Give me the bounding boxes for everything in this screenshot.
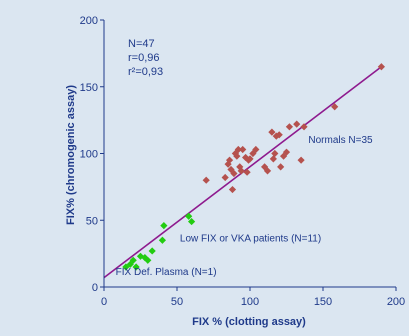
y-tick-label: 50 xyxy=(86,215,98,227)
x-tick-label: 50 xyxy=(171,296,183,308)
chart-ticks: 0 50 100 150 200 0 50 100 150 200 xyxy=(80,15,406,308)
normals-point xyxy=(271,149,279,158)
x-axis-label: FIX % (clotting assay) xyxy=(192,316,306,328)
y-tick-label: 200 xyxy=(80,15,98,27)
normals-point xyxy=(202,176,210,184)
normals-point xyxy=(272,132,280,140)
annotation-label: FIX Def. Plasma (N=1) xyxy=(116,267,217,278)
normals-point xyxy=(300,123,308,131)
y-tick-label: 150 xyxy=(80,82,98,94)
normals-point xyxy=(252,145,260,154)
normals-point xyxy=(243,168,251,176)
low-fix-point xyxy=(185,212,193,220)
normals-point xyxy=(249,149,257,158)
normals-point xyxy=(230,169,238,178)
low-fix-point xyxy=(160,221,168,230)
low-fix-point xyxy=(148,247,156,255)
annotation-label: Low FIX or VKA patients (N=11) xyxy=(180,234,321,245)
low-fix-point xyxy=(144,256,152,264)
low-fix-point xyxy=(188,217,196,226)
normals-point xyxy=(233,152,241,160)
normals-point xyxy=(261,163,269,171)
x-tick-label: 0 xyxy=(101,296,107,308)
stat-r2: r²=0,93 xyxy=(128,66,163,78)
x-tick-label: 100 xyxy=(241,296,259,308)
normals-point xyxy=(246,155,254,163)
stats-block: N=47 r=0,96 r²=0,93 xyxy=(128,38,163,78)
normals-point xyxy=(377,63,385,71)
y-axis-label: FIX% (chromogenic assay) xyxy=(65,85,77,225)
x-tick-label: 200 xyxy=(387,296,405,308)
y-tick-label: 0 xyxy=(92,282,98,294)
normals-point xyxy=(228,185,237,194)
low-fix-point xyxy=(158,236,166,244)
normals-point xyxy=(221,173,229,182)
def-plasma-point xyxy=(122,263,130,271)
stat-n: N=47 xyxy=(128,38,155,50)
annotation-label: Normals N=35 xyxy=(308,135,373,146)
low-fix-point xyxy=(129,256,137,264)
y-tick-label: 100 xyxy=(80,149,98,161)
chart-marks xyxy=(103,63,385,279)
normals-point xyxy=(331,103,339,111)
normals-point xyxy=(279,152,288,160)
normals-point xyxy=(237,167,245,175)
normals-point xyxy=(293,120,301,128)
stat-r: r=0,96 xyxy=(128,52,160,64)
normals-point xyxy=(239,145,247,154)
normals-point xyxy=(275,131,283,139)
normals-point xyxy=(268,128,276,136)
normals-point xyxy=(263,167,272,175)
normals-point xyxy=(234,145,242,154)
normals-point xyxy=(285,123,294,131)
annotations: Normals N=35 Low FIX or VKA patients (N=1… xyxy=(116,135,373,278)
x-tick-label: 150 xyxy=(314,296,332,308)
normals-point xyxy=(297,156,305,164)
normals-point xyxy=(282,148,291,156)
normals-point xyxy=(277,163,285,171)
low-fix-point xyxy=(132,263,140,271)
normals-point xyxy=(269,155,277,163)
normals-point xyxy=(225,156,234,164)
